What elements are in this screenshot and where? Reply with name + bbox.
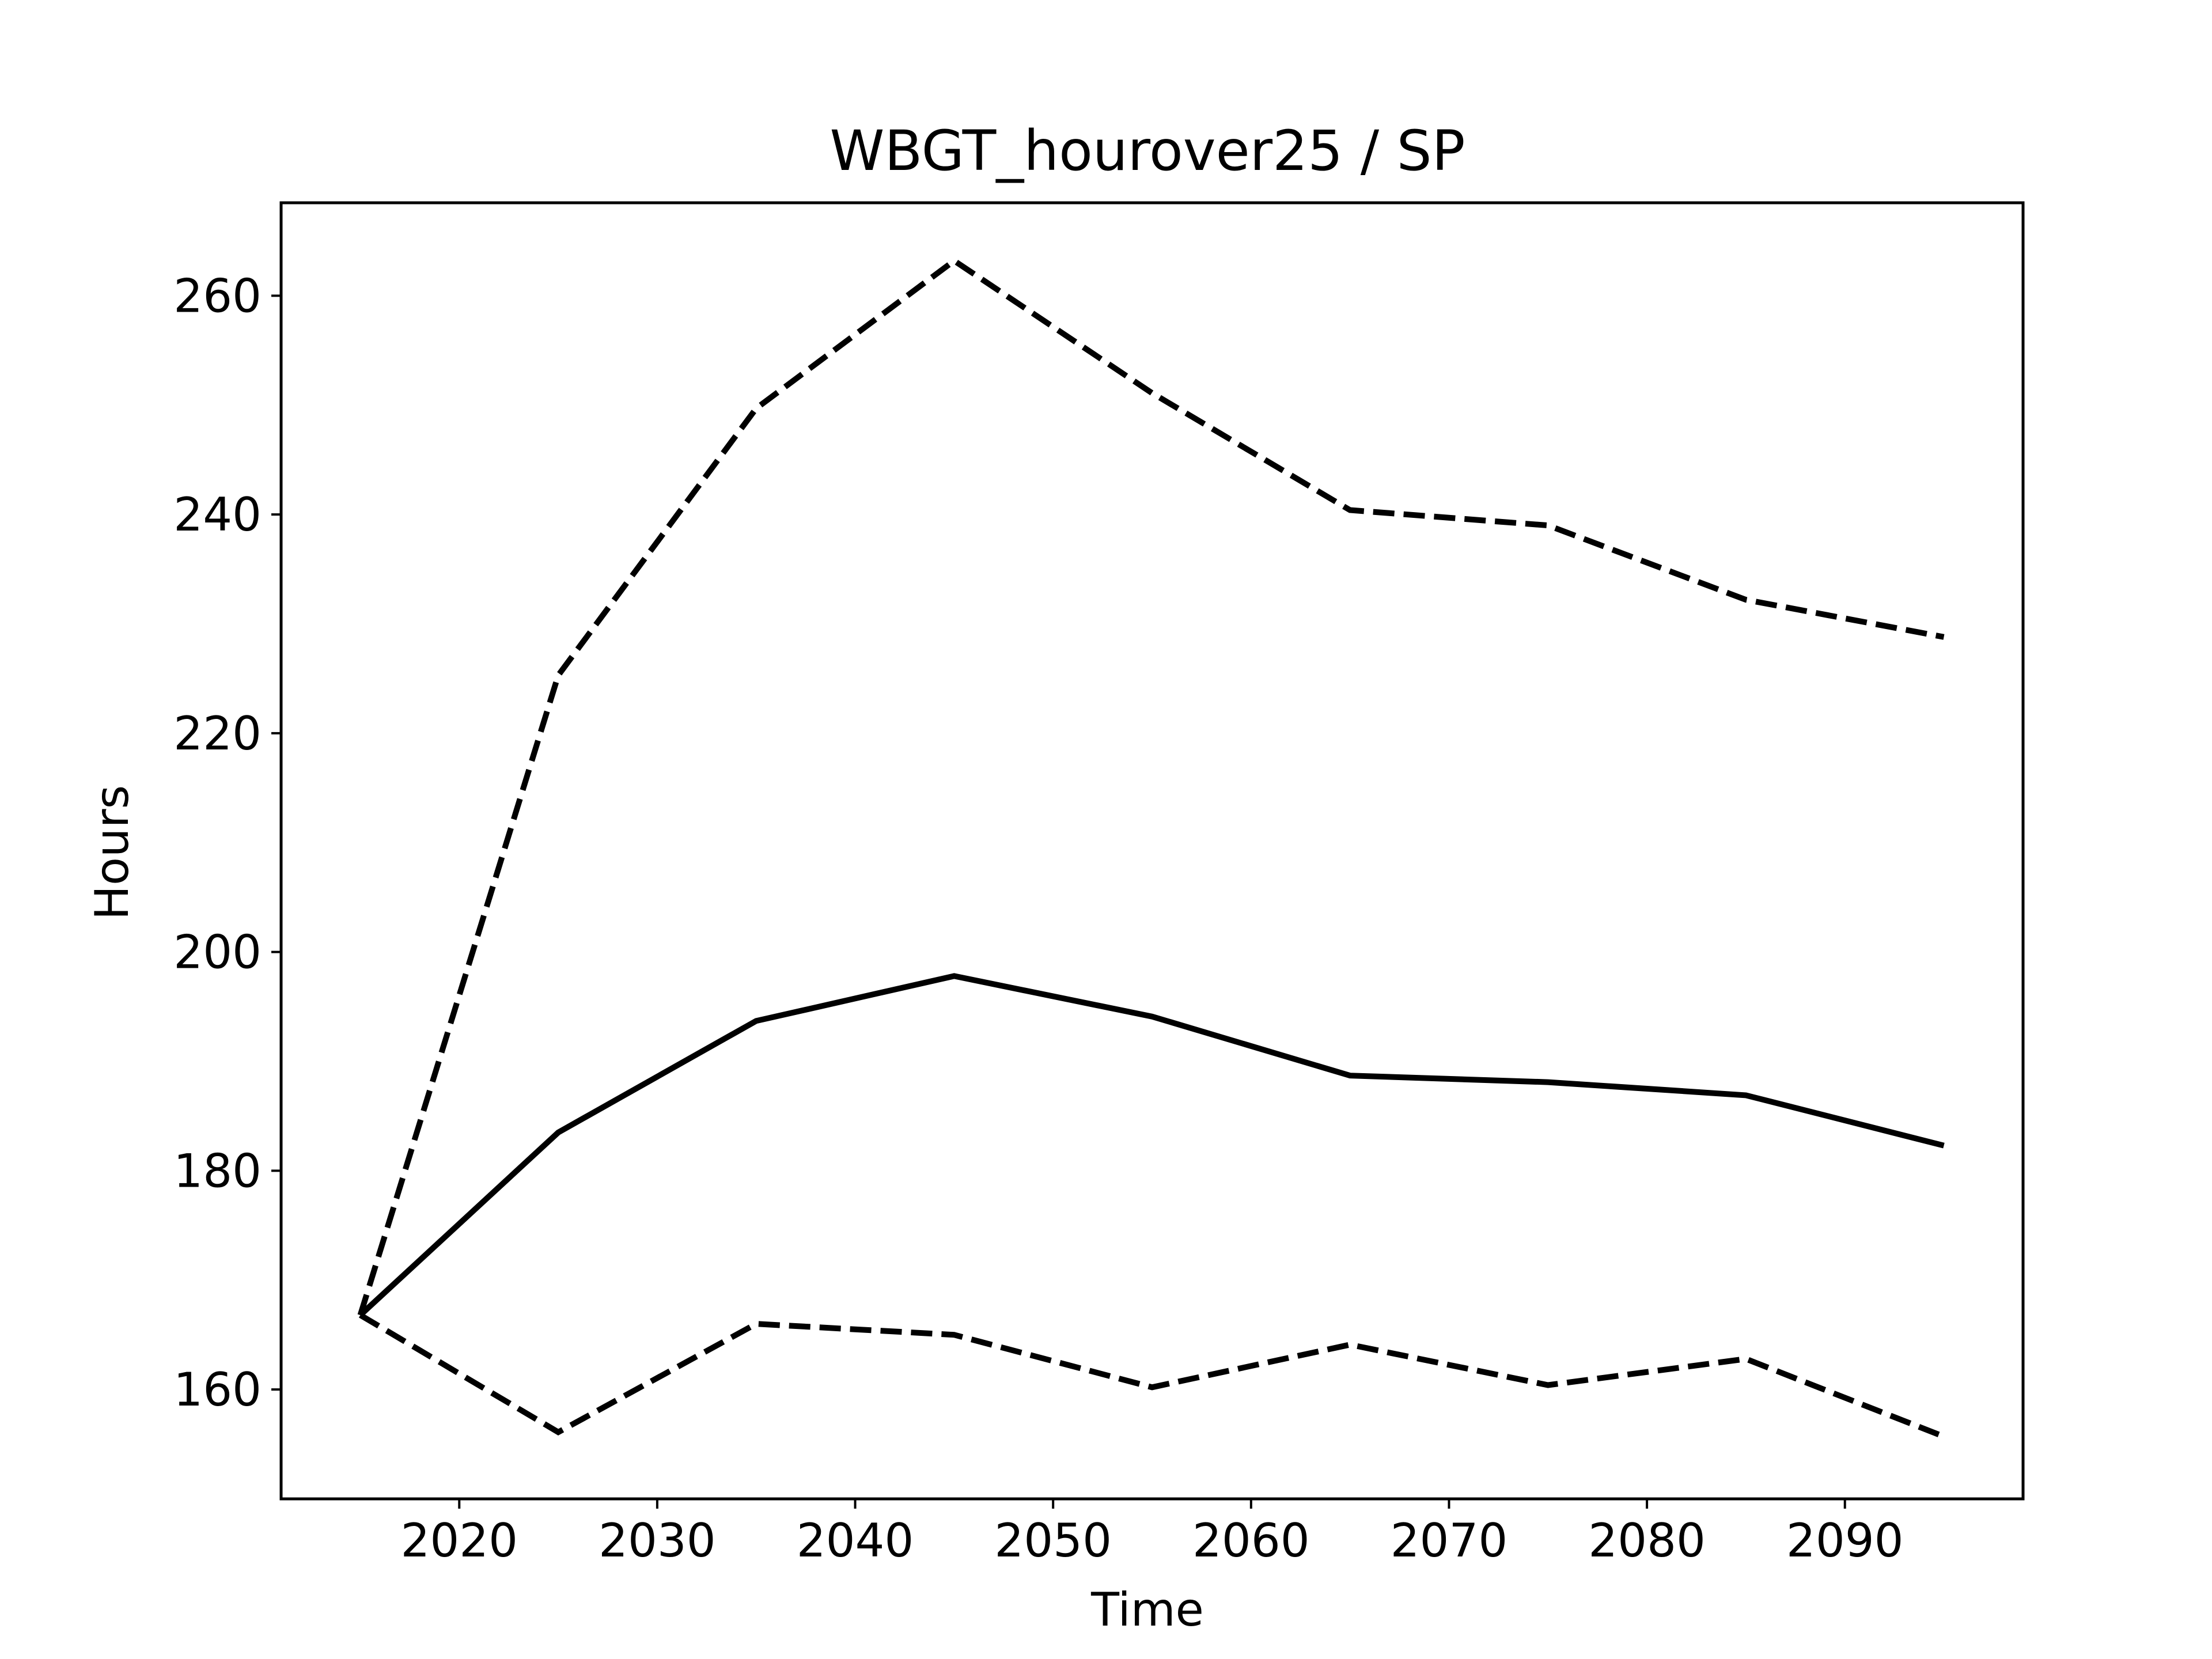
y-tick-label: 220	[173, 707, 262, 760]
y-tick-label: 200	[173, 926, 262, 979]
solid-series-line-0	[358, 973, 1945, 1317]
plot-area	[357, 257, 1945, 1440]
y-tick-label: 260	[173, 269, 262, 323]
x-tick-label: 2050	[994, 1514, 1112, 1567]
x-tick-label: 2040	[797, 1514, 914, 1567]
dashed-series-line-1	[357, 257, 1945, 1316]
y-tick-label: 240	[173, 488, 262, 541]
plot-frame	[279, 201, 2025, 1501]
x-tick-label: 2070	[1391, 1514, 1508, 1567]
y-axis-label: Hours	[85, 785, 139, 920]
x-tick-label: 2020	[400, 1514, 518, 1567]
x-tick-label: 2030	[599, 1514, 716, 1567]
x-tick-label: 2060	[1192, 1514, 1310, 1567]
x-axis: 2020 2030 2040 2050 2060 2070 2080 2090	[400, 1499, 1904, 1567]
y-tick-label: 180	[173, 1144, 262, 1198]
x-tick-label: 2090	[1786, 1514, 1904, 1567]
dashed-series-line-2	[358, 1312, 1945, 1440]
x-axis-label: Time	[1090, 1583, 1204, 1637]
y-axis: 160 180 200 220 240 260	[173, 269, 281, 1416]
y-tick-label: 160	[173, 1363, 262, 1416]
chart-title: WBGT_hourover25 / SP	[830, 119, 1465, 183]
x-tick-label: 2080	[1588, 1514, 1706, 1567]
